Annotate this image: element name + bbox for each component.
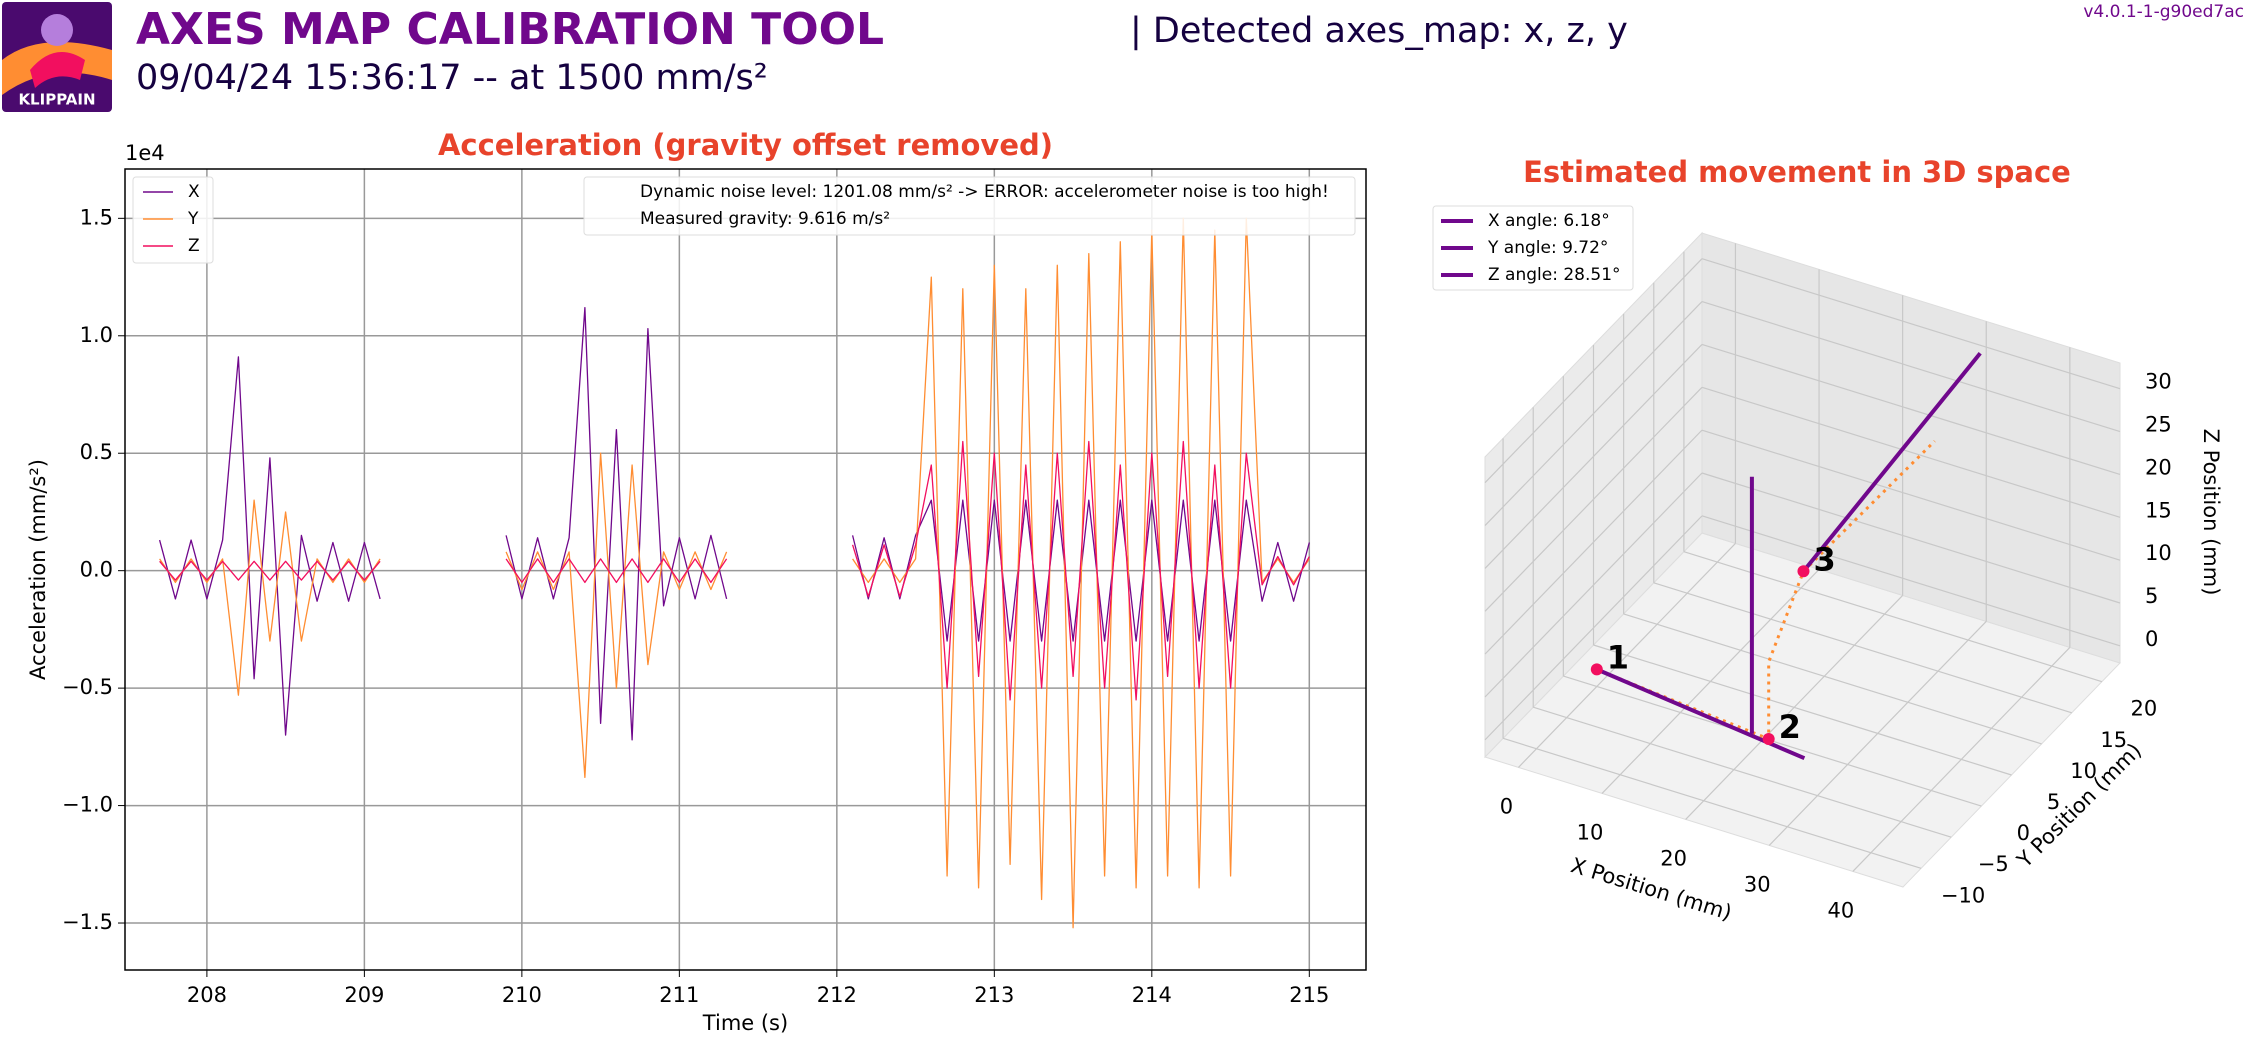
point-label: 2 xyxy=(1779,708,1801,746)
grid-line xyxy=(1653,582,2072,714)
annotation: Dynamic noise level: 1201.08 mm/s² -> ER… xyxy=(640,182,1329,202)
x-tick-label: 40 xyxy=(1827,898,1854,922)
x-tick-label: 211 xyxy=(659,983,699,1007)
point xyxy=(1590,663,1603,676)
y-tick-label: 10 xyxy=(2070,759,2097,783)
legend-box xyxy=(1432,205,1634,291)
grid-line xyxy=(1701,472,2121,604)
chart-title: Estimated movement in 3D space xyxy=(1523,155,2071,189)
point xyxy=(1762,733,1775,746)
grid-line xyxy=(1484,472,1703,698)
legend-label: X xyxy=(188,182,200,202)
point xyxy=(1797,565,1810,578)
y-tick-label: −10 xyxy=(1941,883,1985,907)
grid-line xyxy=(1701,515,2121,647)
grid-line xyxy=(1623,613,2042,745)
grid-line xyxy=(1484,429,1703,655)
x-tick-label: 214 xyxy=(1132,983,1172,1007)
legend-box xyxy=(132,176,214,264)
z-tick-label: 15 xyxy=(2145,498,2172,522)
x-tick-label: 210 xyxy=(502,983,542,1007)
grid-line xyxy=(1701,300,2121,433)
legend-label: Y xyxy=(187,209,199,229)
legend-label: Y angle: 9.72° xyxy=(1487,238,1608,258)
y-tick-label: −5 xyxy=(1978,852,2009,876)
z-axis-label: Z Position (mm) xyxy=(2199,429,2223,596)
grid-line xyxy=(1484,515,1703,741)
title: AXES MAP CALIBRATION TOOL xyxy=(136,4,884,55)
z-tick-label: 25 xyxy=(2145,413,2172,437)
grid-line xyxy=(1484,344,1703,569)
y-tick-label: 20 xyxy=(2131,697,2158,721)
y-tick-label: −1.5 xyxy=(62,910,113,934)
x-tick-label: 0 xyxy=(1500,794,1513,818)
annotation-box xyxy=(583,176,1356,236)
annotation: Measured gravity: 9.616 m/s² xyxy=(640,209,890,229)
legend-label: X angle: 6.18° xyxy=(1488,211,1610,231)
x-tick-label: 209 xyxy=(344,983,384,1007)
x-tick-label: 10 xyxy=(1577,820,1604,844)
grid-line xyxy=(1701,386,2121,518)
y-tick-label: 15 xyxy=(2100,728,2127,752)
x-tick-label: 20 xyxy=(1660,846,1687,870)
series-line xyxy=(159,217,1310,929)
z-tick-label: 30 xyxy=(2145,370,2172,394)
plot-frame xyxy=(124,168,1367,971)
x-tick-label: 30 xyxy=(1744,872,1771,896)
grid-line xyxy=(1502,737,1922,869)
z-tick-label: 5 xyxy=(2145,584,2158,608)
grid-line xyxy=(1484,386,1703,612)
y-tick-label: 1.5 xyxy=(80,205,113,229)
series-line xyxy=(158,306,1310,741)
x-tick-label: 208 xyxy=(187,983,227,1007)
grid-line xyxy=(1484,301,1703,526)
y-tick-label: 1.0 xyxy=(80,323,113,347)
detected-axes: | Detected axes_map: x, z, y xyxy=(1130,11,1628,51)
point-label: 3 xyxy=(1813,540,1835,578)
grid-line xyxy=(1533,706,1952,838)
grid-line xyxy=(1484,258,1703,484)
y-tick-label: 0 xyxy=(2017,821,2030,845)
z-tick-label: 10 xyxy=(2145,541,2172,565)
grid-line xyxy=(1701,343,2121,476)
grid-line xyxy=(1701,258,2121,390)
y-tick-label: −0.5 xyxy=(62,675,113,699)
legend-label: Z xyxy=(188,236,200,256)
point-label: 1 xyxy=(1607,638,1629,676)
version: v4.0.1-1-g90ed7ac xyxy=(2083,2,2244,22)
y-axis-label: Acceleration (mm/s²) xyxy=(26,459,50,680)
logo: KLIPPAIN xyxy=(2,2,112,112)
y-offset-label: 1e4 xyxy=(125,141,165,165)
x-axis-label: X Position (mm) xyxy=(1568,853,1735,925)
legend-label: Z angle: 28.51° xyxy=(1488,265,1621,285)
y-tick-label: 0.0 xyxy=(80,558,113,582)
direction-line xyxy=(1801,352,1982,573)
logo-text: KLIPPAIN xyxy=(18,91,95,109)
series-line xyxy=(159,440,1310,701)
x-axis-label: Time (s) xyxy=(702,1011,788,1035)
chart-title: Acceleration (gravity offset removed) xyxy=(438,128,1053,162)
logo-head xyxy=(41,14,73,46)
z-tick-label: 20 xyxy=(2145,455,2172,479)
logo-shape xyxy=(30,52,85,88)
subtitle: 09/04/24 15:36:17 -- at 1500 mm/s² xyxy=(136,58,768,98)
y-tick-label: −1.0 xyxy=(62,793,113,817)
y-tick-label: 0.5 xyxy=(80,440,113,464)
grid-line xyxy=(1593,644,2012,776)
x-tick-label: 213 xyxy=(974,983,1014,1007)
x-tick-label: 215 xyxy=(1289,983,1329,1007)
z-tick-label: 0 xyxy=(2145,627,2158,651)
y-tick-label: 5 xyxy=(2047,790,2060,814)
pane-back xyxy=(1701,232,2121,664)
x-tick-label: 212 xyxy=(817,983,857,1007)
grid-line xyxy=(1701,429,2121,561)
